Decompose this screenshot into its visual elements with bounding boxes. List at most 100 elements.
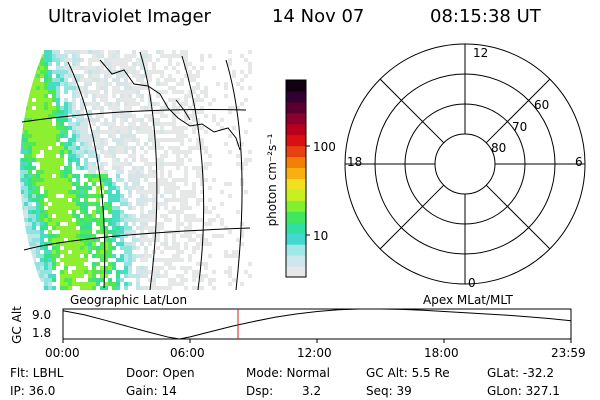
image-pixel	[56, 226, 60, 230]
image-pixel	[48, 162, 52, 166]
image-pixel	[112, 106, 116, 110]
image-pixel	[56, 70, 60, 74]
image-pixel	[192, 238, 196, 242]
image-pixel	[32, 82, 36, 86]
image-pixel	[132, 66, 136, 70]
image-pixel	[220, 202, 224, 206]
image-pixel	[228, 274, 232, 278]
image-pixel	[208, 254, 212, 258]
image-pixel	[108, 102, 112, 106]
image-pixel	[160, 162, 164, 166]
image-pixel	[220, 118, 224, 122]
image-pixel	[92, 90, 96, 94]
image-pixel	[188, 218, 192, 222]
image-pixel	[132, 62, 136, 66]
image-pixel	[104, 82, 108, 86]
image-pixel	[148, 182, 152, 186]
image-pixel	[136, 94, 140, 98]
image-pixel	[192, 130, 196, 134]
image-pixel	[180, 90, 184, 94]
image-pixel	[156, 90, 160, 94]
image-pixel	[56, 130, 60, 134]
image-pixel	[72, 134, 76, 138]
image-pixel	[88, 66, 92, 70]
image-pixel	[96, 206, 100, 210]
image-pixel	[52, 90, 56, 94]
image-pixel	[128, 82, 132, 86]
image-pixel	[132, 70, 136, 74]
image-pixel	[48, 138, 52, 142]
image-pixel	[20, 110, 24, 114]
image-pixel	[128, 138, 132, 142]
image-pixel	[56, 106, 60, 110]
image-pixel	[40, 138, 44, 142]
image-pixel	[96, 194, 100, 198]
image-pixel	[120, 226, 124, 230]
image-pixel	[172, 254, 176, 258]
image-pixel	[136, 62, 140, 66]
image-pixel	[28, 278, 32, 282]
image-pixel	[244, 158, 248, 162]
image-pixel	[88, 150, 92, 154]
image-pixel	[76, 110, 80, 114]
image-pixel	[192, 98, 196, 102]
image-pixel	[156, 146, 160, 150]
image-pixel	[144, 162, 148, 166]
image-pixel	[64, 142, 68, 146]
image-pixel	[116, 126, 120, 130]
image-pixel	[52, 162, 56, 166]
image-pixel	[72, 78, 76, 82]
image-pixel	[96, 130, 100, 134]
image-pixel	[60, 202, 64, 206]
image-pixel	[36, 158, 40, 162]
image-pixel	[32, 186, 36, 190]
time-label: 08:15:38 UT	[430, 6, 541, 27]
image-pixel	[40, 210, 44, 214]
image-pixel	[84, 146, 88, 150]
image-pixel	[84, 242, 88, 246]
image-pixel	[28, 270, 32, 274]
image-pixel	[128, 274, 132, 278]
image-pixel	[168, 258, 172, 262]
image-pixel	[40, 242, 44, 246]
image-pixel	[32, 182, 36, 186]
image-pixel	[208, 54, 212, 58]
image-pixel	[152, 138, 156, 142]
image-pixel	[104, 274, 108, 278]
orbit-plot-frame	[62, 308, 572, 340]
image-pixel	[176, 214, 180, 218]
image-pixel	[96, 66, 100, 70]
image-pixel	[100, 286, 104, 290]
image-pixel	[44, 106, 48, 110]
image-pixel	[104, 78, 108, 82]
image-pixel	[140, 218, 144, 222]
image-pixel	[112, 122, 116, 126]
image-pixel	[92, 58, 96, 62]
image-pixel	[220, 222, 224, 226]
image-pixel	[120, 62, 124, 66]
image-pixel	[172, 190, 176, 194]
image-pixel	[128, 86, 132, 90]
image-pixel	[64, 218, 68, 222]
image-pixel	[112, 126, 116, 130]
image-pixel	[176, 126, 180, 130]
image-pixel	[32, 150, 36, 154]
image-pixel	[140, 126, 144, 130]
image-pixel	[28, 170, 32, 174]
image-pixel	[84, 166, 88, 170]
image-pixel	[100, 274, 104, 278]
image-pixel	[44, 154, 48, 158]
image-pixel	[60, 270, 64, 274]
image-pixel	[92, 270, 96, 274]
image-pixel	[44, 286, 48, 290]
image-pixel	[88, 186, 92, 190]
image-pixel	[20, 278, 24, 282]
image-pixel	[100, 86, 104, 90]
image-pixel	[128, 154, 132, 158]
image-pixel	[168, 174, 172, 178]
image-pixel	[72, 142, 76, 146]
image-pixel	[96, 230, 100, 234]
image-pixel	[164, 262, 168, 266]
image-pixel	[108, 126, 112, 130]
image-pixel	[148, 170, 152, 174]
